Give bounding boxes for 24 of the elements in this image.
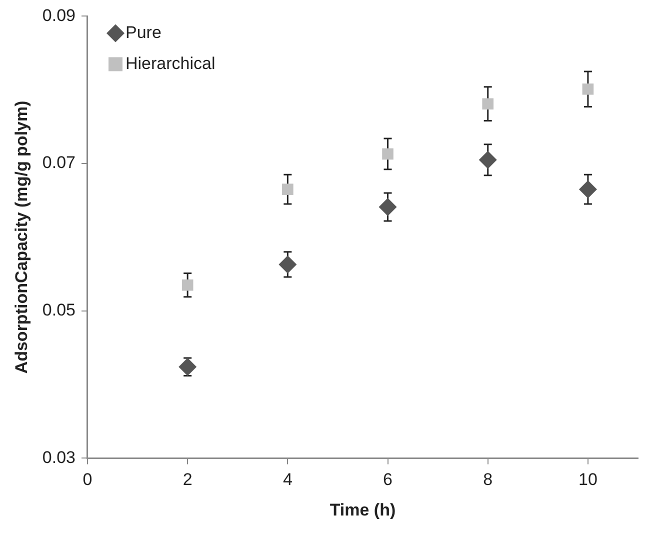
y-tick-label: 0.09 — [42, 6, 76, 25]
y-tick-label: 0.03 — [42, 448, 76, 467]
y-axis-title: AdsorptionCapacity (mg/g polym) — [12, 100, 31, 374]
legend-label: Pure — [125, 22, 162, 42]
x-tick-label: 4 — [282, 470, 292, 490]
point — [278, 255, 297, 274]
point — [382, 148, 394, 160]
x-axis-title: Time (h) — [330, 500, 396, 520]
x-tick-label: 0 — [82, 470, 92, 490]
point — [178, 358, 197, 376]
y-tick-label: 0.07 — [42, 153, 76, 172]
point — [378, 198, 397, 216]
point — [582, 83, 594, 95]
point — [182, 279, 194, 291]
x-tick-label: 10 — [578, 470, 598, 490]
x-tick-label: 6 — [383, 470, 392, 490]
point — [478, 150, 497, 169]
y-tick-label: 0.05 — [42, 300, 76, 320]
point — [282, 184, 294, 195]
point — [482, 98, 494, 110]
point — [578, 180, 597, 198]
x-tick-label: 8 — [483, 470, 493, 490]
x-tick-label: 2 — [182, 470, 192, 490]
legend-label: Hierarchical — [125, 54, 216, 73]
